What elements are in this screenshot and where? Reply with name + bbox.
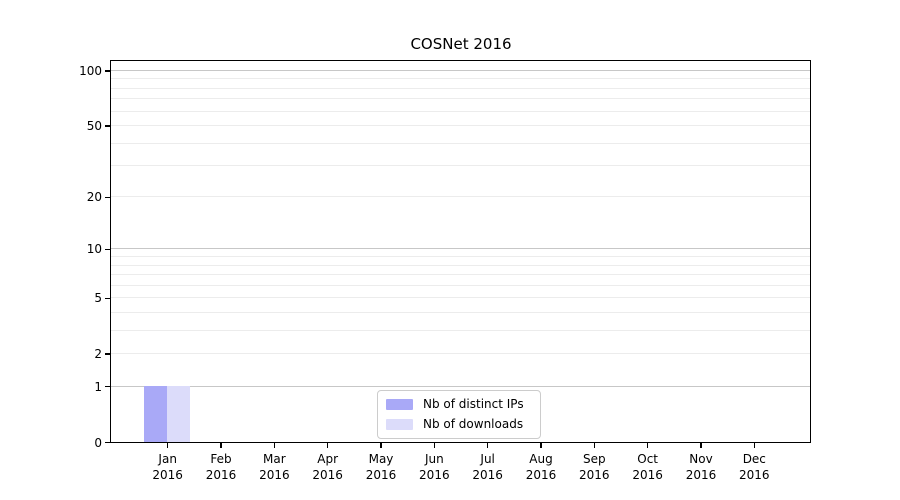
x-tick-mark <box>593 442 595 448</box>
legend-label-downloads: Nb of downloads <box>423 417 524 431</box>
x-tick-mark <box>327 442 329 448</box>
minor-gridline <box>111 142 810 144</box>
x-tick-label-may: May 2016 <box>365 451 397 482</box>
x-tick-mark <box>487 442 489 448</box>
minor-gridline <box>111 196 810 198</box>
minor-gridline <box>111 98 810 100</box>
y-tick-label: 50 <box>86 119 102 133</box>
y-tick-label: 20 <box>86 190 102 205</box>
minor-gridline <box>111 110 810 112</box>
x-tick-mark <box>167 442 169 448</box>
y-tick-label: 10 <box>86 242 102 257</box>
legend: Nb of distinct IPs Nb of downloads <box>377 390 541 439</box>
minor-gridline <box>111 284 810 286</box>
minor-gridline <box>111 165 810 167</box>
legend-label-distinct-ips: Nb of distinct IPs <box>423 397 524 411</box>
minor-gridline <box>111 297 810 299</box>
major-gridline <box>111 248 810 250</box>
minor-gridline <box>111 264 810 266</box>
minor-gridline <box>111 87 810 89</box>
y-tick-mark <box>105 297 110 299</box>
minor-gridline <box>111 274 810 276</box>
x-tick-label-feb: Feb 2016 <box>205 451 237 482</box>
x-tick-mark <box>380 442 382 448</box>
plot-area: Nb of distinct IPs Nb of downloads <box>110 60 811 443</box>
legend-item-downloads: Nb of downloads <box>386 417 531 431</box>
y-tick-mark <box>105 248 110 251</box>
x-tick-label-apr: Apr 2016 <box>312 451 343 482</box>
bar-jan-series1 <box>167 386 191 442</box>
y-tick-label: 2 <box>94 347 102 362</box>
legend-swatch-distinct-ips <box>386 398 413 410</box>
y-tick-mark <box>105 196 110 199</box>
minor-gridline <box>111 353 810 355</box>
y-tick-mark <box>105 441 110 444</box>
x-tick-mark <box>753 442 755 448</box>
y-tick-mark <box>105 125 110 127</box>
y-tick-label: 100 <box>79 64 102 78</box>
chart-title: COSNet 2016 <box>410 35 512 53</box>
bar-jan-series0 <box>144 386 168 442</box>
x-tick-mark <box>220 442 222 448</box>
x-tick-mark <box>433 442 435 448</box>
x-tick-label-aug: Aug 2016 <box>525 451 557 482</box>
legend-swatch-downloads <box>386 418 413 430</box>
y-tick-label: 1 <box>94 379 102 394</box>
x-tick-label-nov: Nov 2016 <box>685 451 717 482</box>
x-tick-label-sep: Sep 2016 <box>579 451 610 482</box>
y-tick-mark <box>105 386 110 388</box>
y-tick-label: 0 <box>94 435 102 450</box>
y-tick-label: 5 <box>94 291 102 306</box>
x-tick-mark <box>700 442 702 448</box>
x-tick-label-oct: Oct 2016 <box>632 451 663 482</box>
y-tick-mark <box>105 70 110 72</box>
x-tick-label-jul: Jul 2016 <box>472 451 503 482</box>
x-tick-label-jan: Jan 2016 <box>152 451 183 482</box>
x-tick-mark <box>540 442 542 448</box>
minor-gridline <box>111 256 810 258</box>
minor-gridline <box>111 78 810 80</box>
x-tick-label-mar: Mar 2016 <box>259 451 290 482</box>
x-tick-mark <box>273 442 275 448</box>
minor-gridline <box>111 125 810 126</box>
y-tick-mark <box>105 353 110 355</box>
legend-item-distinct-ips: Nb of distinct IPs <box>386 397 531 411</box>
minor-gridline <box>111 329 810 331</box>
x-tick-label-jun: Jun 2016 <box>419 451 450 482</box>
major-gridline <box>111 385 810 387</box>
x-tick-mark <box>647 442 649 448</box>
major-gridline <box>111 70 810 71</box>
minor-gridline <box>111 311 810 313</box>
x-tick-label-dec: Dec 2016 <box>739 451 770 482</box>
